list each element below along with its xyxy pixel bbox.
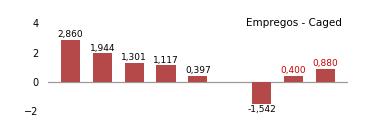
- Bar: [93, 53, 112, 82]
- Bar: [156, 65, 176, 82]
- Text: 2,860: 2,860: [58, 30, 83, 39]
- Text: 1,117: 1,117: [153, 56, 179, 65]
- Text: 1,944: 1,944: [90, 44, 115, 53]
- Text: 0,400: 0,400: [281, 66, 306, 75]
- Bar: [61, 40, 80, 82]
- Bar: [125, 63, 144, 82]
- Bar: [188, 76, 207, 82]
- Text: 0,880: 0,880: [312, 59, 338, 68]
- Text: Empregos - Caged: Empregos - Caged: [245, 18, 342, 28]
- Bar: [316, 69, 335, 82]
- Bar: [284, 76, 303, 82]
- Text: -1,542: -1,542: [247, 105, 276, 114]
- Text: 1,301: 1,301: [121, 53, 147, 62]
- Bar: [252, 82, 271, 104]
- Text: 0,397: 0,397: [185, 66, 211, 75]
